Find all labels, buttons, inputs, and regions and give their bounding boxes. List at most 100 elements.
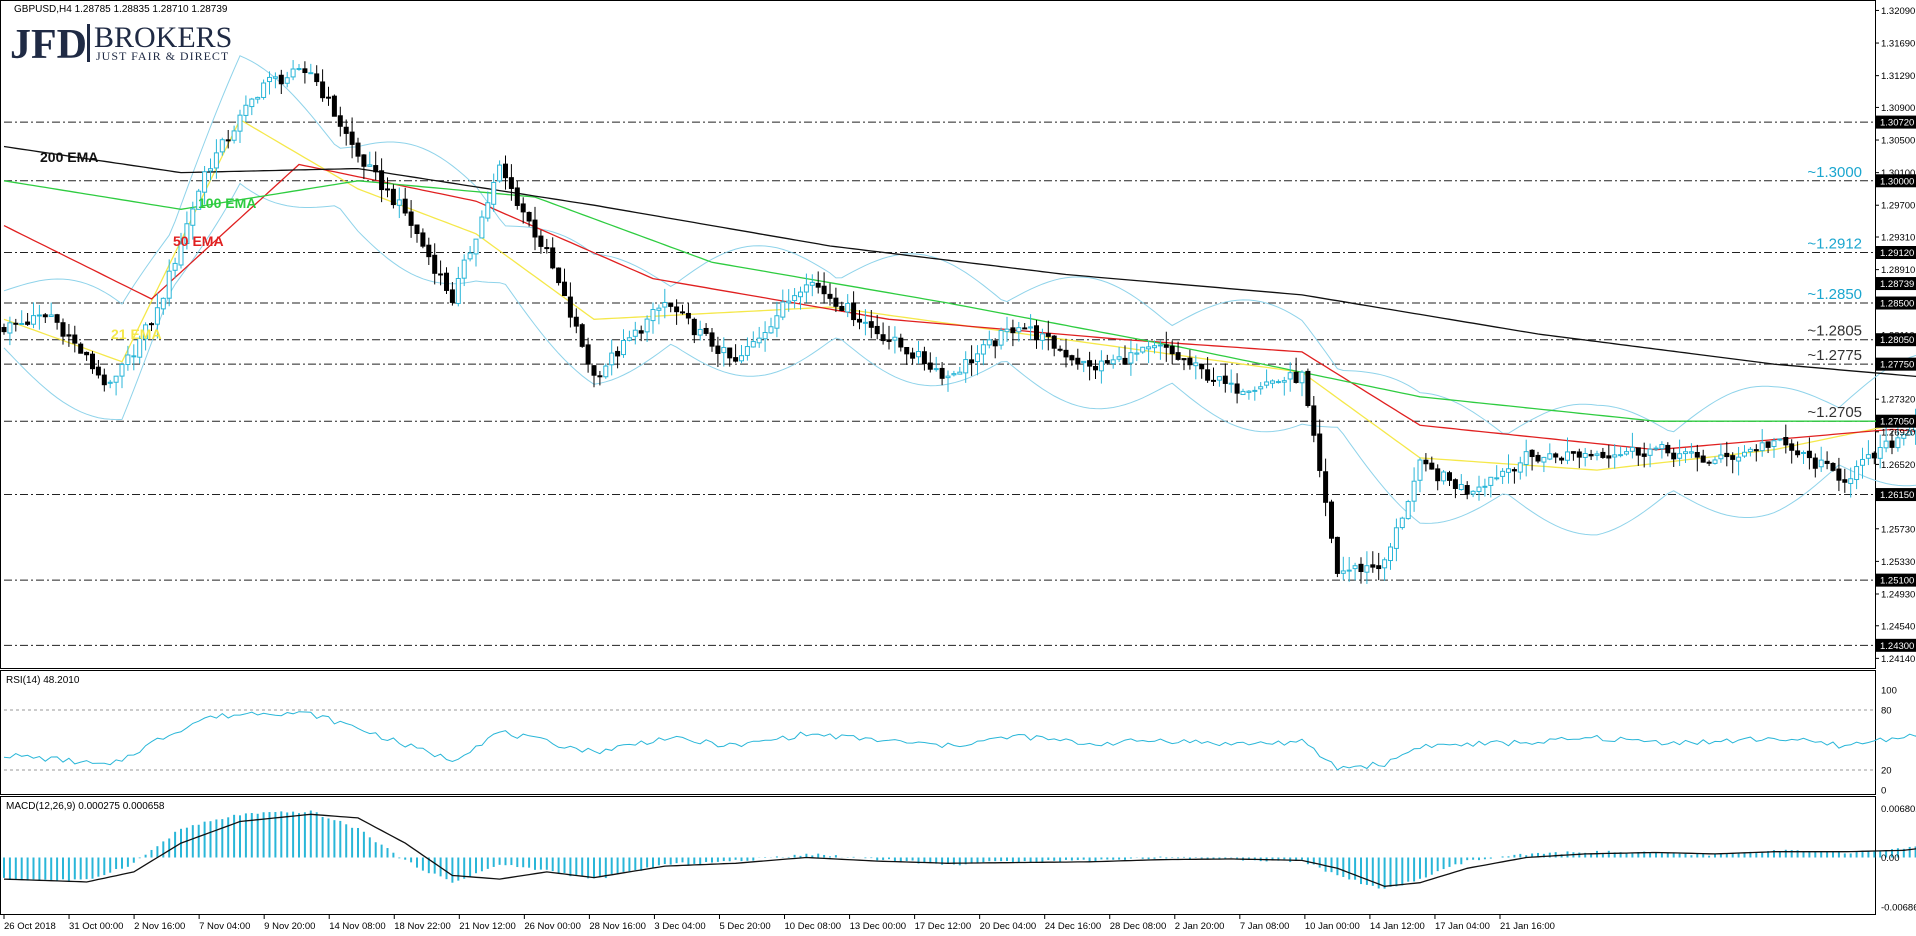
candle-body <box>957 371 963 375</box>
candle-body <box>1907 430 1913 436</box>
candle-body <box>479 216 485 239</box>
candle-body <box>95 366 101 376</box>
candle-body <box>792 295 798 302</box>
candle-body <box>343 126 349 134</box>
candle-body <box>739 355 744 362</box>
candle-body <box>1205 369 1211 381</box>
candle-body <box>868 321 874 328</box>
candle-body <box>1612 454 1618 458</box>
candle-body <box>538 235 544 247</box>
candle-body <box>497 164 503 182</box>
candle-body <box>1382 559 1388 569</box>
candle-body <box>1334 536 1340 574</box>
candle-body <box>733 357 739 362</box>
candle-body <box>25 321 31 325</box>
candle-body <box>255 96 261 100</box>
main-level-lines <box>4 121 1874 646</box>
candle-body <box>1211 379 1216 382</box>
candle-body <box>1765 441 1771 448</box>
time-tick-label: 9 Nov 20:00 <box>264 921 315 932</box>
candle-body <box>1110 359 1116 365</box>
candle-body <box>326 96 331 99</box>
candle-body <box>508 177 514 189</box>
candle-body <box>1199 363 1205 370</box>
candle-body <box>532 219 538 238</box>
candle-body <box>361 154 367 167</box>
candle-body <box>1104 360 1110 364</box>
level-label: ~1.3000 <box>1807 164 1862 181</box>
candle-body <box>1559 457 1565 461</box>
candle-body <box>396 199 402 206</box>
price-tag-label: 1.29120 <box>1880 248 1914 259</box>
candle-body <box>1116 356 1122 360</box>
candle-body <box>42 314 48 318</box>
candle-body <box>231 130 237 141</box>
candle-body <box>290 68 296 78</box>
price-tag <box>1876 488 1916 502</box>
candle-body <box>1848 478 1854 484</box>
time-tick-label: 18 Nov 22:00 <box>394 921 451 932</box>
price-tick-label: 1.24930 <box>1881 589 1915 600</box>
candle-body <box>939 367 945 379</box>
candle-body <box>715 345 721 354</box>
candle-body <box>90 353 95 370</box>
candle-body <box>219 139 225 153</box>
macd-tick-label: -0.006863 <box>1881 902 1916 913</box>
candle-body <box>13 322 19 325</box>
bollinger-upper <box>3 55 1916 434</box>
candle-body <box>827 293 833 299</box>
candle-body <box>1901 433 1907 439</box>
candle-body <box>1447 472 1452 481</box>
rsi-pane-frame <box>0 670 1876 795</box>
candle-body <box>208 168 213 172</box>
candle-body <box>78 343 84 354</box>
candle-body <box>1370 564 1376 568</box>
candle-body <box>31 315 36 325</box>
logo-divider <box>87 24 90 62</box>
candle-body <box>1653 447 1659 450</box>
candle-body <box>1122 357 1128 365</box>
ema50-line <box>3 163 1916 451</box>
price-tick-label: 1.30900 <box>1881 103 1915 114</box>
candle-body <box>1889 440 1895 448</box>
time-tick-label: 21 Nov 12:00 <box>459 921 516 932</box>
candle-body <box>320 81 326 99</box>
candle-body <box>803 284 809 293</box>
candle-body <box>225 139 231 142</box>
candle-body <box>562 281 567 297</box>
candle-body <box>178 243 184 266</box>
candle-body <box>1854 466 1860 481</box>
rsi-tick-label: 80 <box>1881 706 1892 717</box>
candle-body <box>933 368 939 371</box>
candle-body <box>1641 453 1647 457</box>
candle-body <box>113 375 119 383</box>
candle-body <box>1010 327 1016 334</box>
candle-body <box>833 297 839 307</box>
price-tick-label: 1.28910 <box>1881 265 1915 276</box>
candle-body <box>1016 327 1022 333</box>
price-tick-label: 1.27320 <box>1881 395 1915 406</box>
candle-body <box>1246 390 1252 393</box>
candle-body <box>1818 459 1824 468</box>
candle-body <box>1423 459 1429 465</box>
time-tick-label: 31 Oct 00:00 <box>69 921 123 932</box>
candle-body <box>272 76 278 79</box>
candle-body <box>1187 357 1193 366</box>
ema21-line <box>3 118 1916 471</box>
candle-body <box>809 281 815 286</box>
candle-body <box>1299 371 1305 384</box>
candle-body <box>1234 383 1240 394</box>
ema100-line <box>3 180 1916 423</box>
candle-body <box>402 198 408 214</box>
candle-body <box>1435 468 1441 482</box>
candle-body <box>1034 325 1039 341</box>
candle-body <box>1305 370 1311 407</box>
jfd-brokers-logo: JFD BROKERS JUST FAIR & DIRECT <box>10 21 232 68</box>
candle-body <box>945 375 951 379</box>
candle-body <box>1624 451 1629 455</box>
candle-body <box>1022 327 1028 330</box>
candle-body <box>1417 459 1423 481</box>
level-label: ~1.2705 <box>1807 404 1862 421</box>
candle-body <box>892 336 898 341</box>
